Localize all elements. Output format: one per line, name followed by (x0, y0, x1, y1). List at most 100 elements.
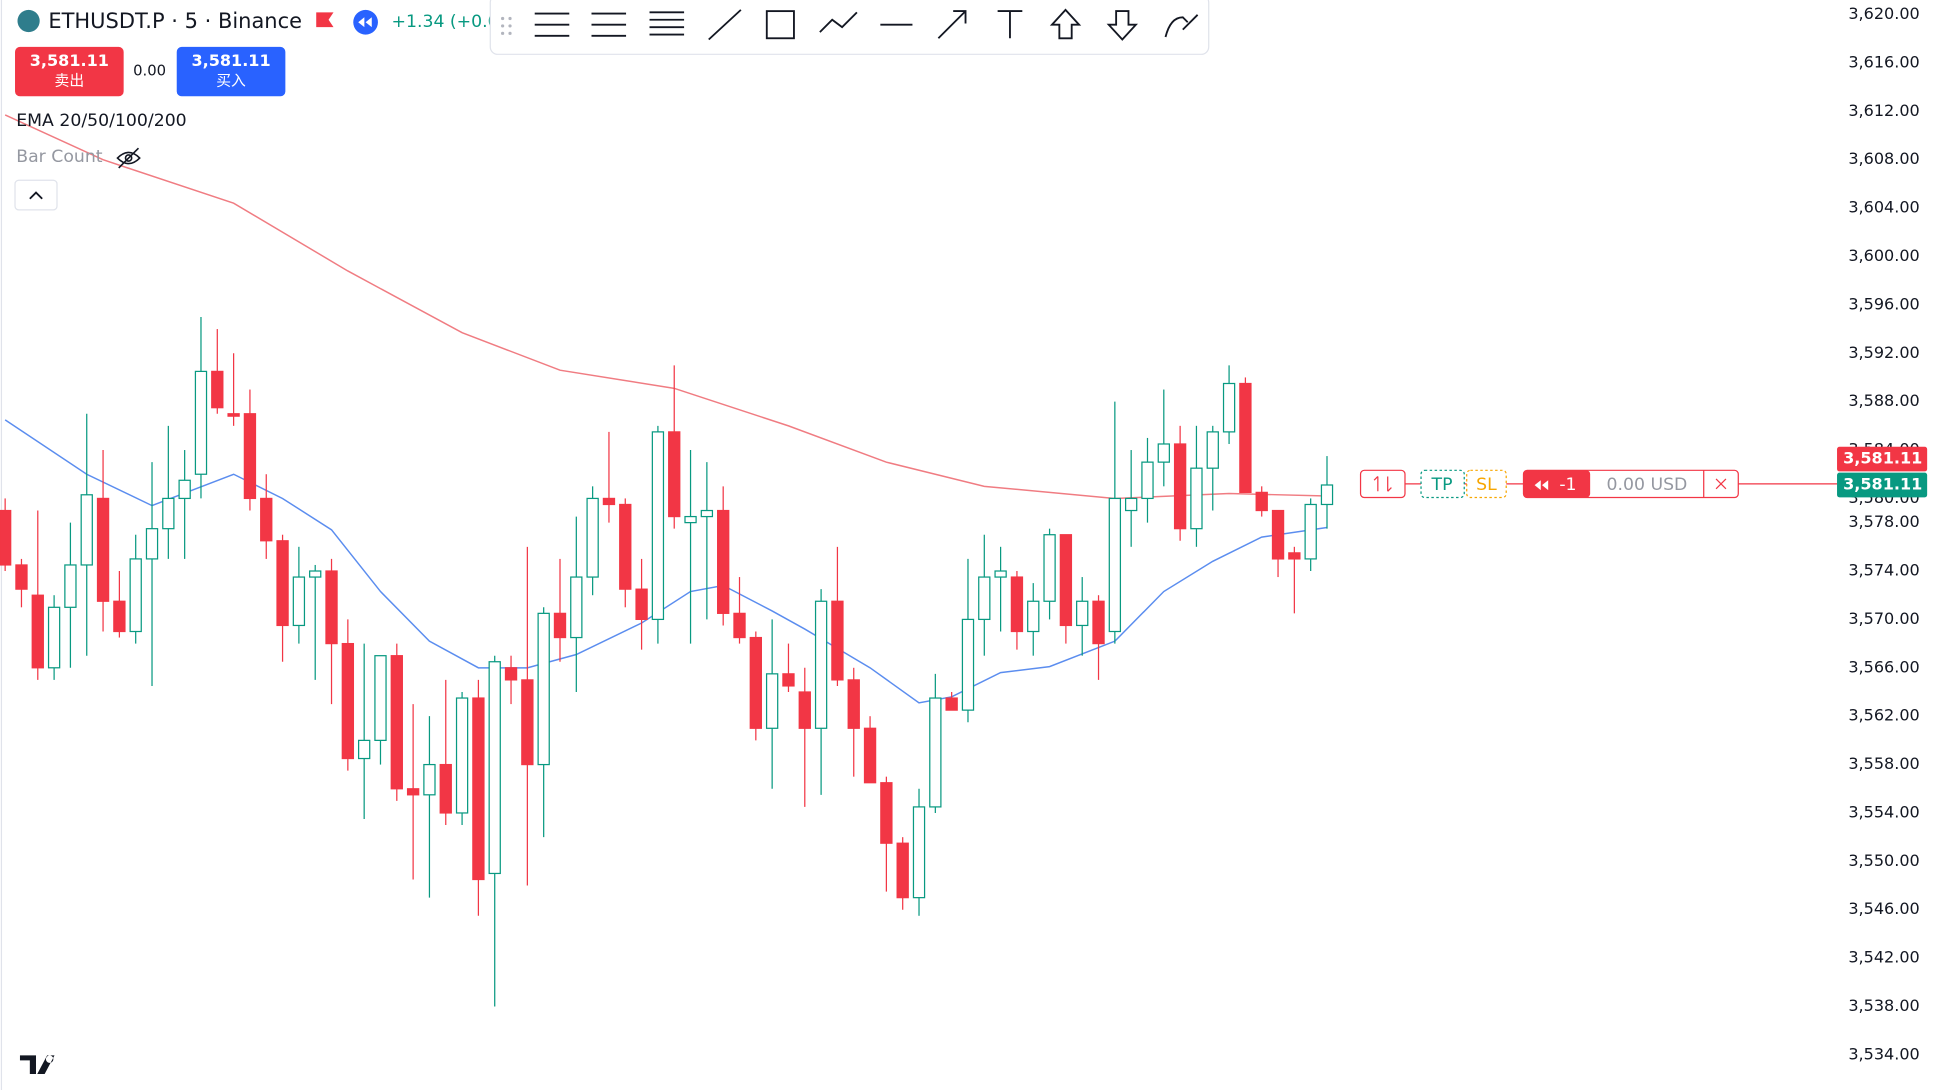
candle-body (357, 739, 371, 760)
candle-body (749, 636, 762, 729)
candle-body (994, 570, 1007, 578)
candle-body (47, 606, 61, 669)
y-tick-label: 3,616.00 (1848, 52, 1919, 71)
candle-body (80, 494, 93, 566)
toolbar-grip[interactable] (501, 16, 512, 35)
candle-body (1076, 600, 1089, 627)
candle-body (292, 576, 306, 627)
y-tick-label: 3,608.00 (1848, 149, 1919, 168)
sell-price: 3,581.11 (30, 51, 109, 70)
y-tick-label: 3,570.00 (1848, 609, 1919, 628)
buy-label: 买入 (216, 72, 246, 89)
candle-body (15, 564, 28, 590)
qty-icon (1534, 480, 1549, 491)
candle-body (504, 667, 518, 681)
candle-body (0, 509, 12, 566)
indicator-ema[interactable]: EMA 20/50/100/200 (16, 111, 186, 131)
y-tick-label: 3,566.00 (1848, 657, 1919, 676)
candle-body (1320, 484, 1334, 506)
candle-body (945, 697, 958, 711)
symbol-logo (17, 9, 40, 33)
candle-body (1010, 576, 1024, 633)
candle-body (129, 558, 142, 633)
order-reverse[interactable] (1359, 469, 1406, 499)
candle-body (684, 515, 697, 524)
candle-body (1108, 497, 1122, 633)
candle-body (1255, 491, 1268, 512)
candle-body (1271, 509, 1285, 560)
price-tag-label: 3,581.11 (1843, 449, 1922, 468)
price-tag-label: 3,581.11 (1843, 474, 1922, 493)
candle-body (423, 763, 436, 796)
y-tick-label: 3,558.00 (1848, 754, 1919, 773)
replay-glyph (358, 17, 372, 28)
candle-body (145, 528, 159, 560)
sell-button[interactable] (15, 46, 124, 97)
candle-body (390, 655, 403, 790)
toolbar-icons (534, 8, 1199, 41)
candle-body (1059, 534, 1073, 627)
sl-button[interactable] (1466, 469, 1507, 499)
tool-fib[interactable] (534, 12, 570, 37)
y-tick-label: 3,550.00 (1848, 851, 1919, 870)
tp-button[interactable] (1420, 469, 1465, 499)
candle-body (733, 612, 746, 639)
tv-logo[interactable] (19, 1055, 55, 1074)
candle-body (31, 594, 44, 669)
flag[interactable] (316, 12, 334, 28)
candle-body (243, 413, 257, 500)
candle-body (96, 497, 110, 602)
buy-price: 3,581.11 (191, 51, 270, 70)
candle-body (1092, 600, 1105, 645)
buy-button[interactable] (176, 46, 286, 97)
tool-rect[interactable] (765, 10, 795, 40)
y-tick-label: 3,588.00 (1848, 391, 1919, 410)
candle-body (309, 570, 322, 578)
indicator-bar-count[interactable]: Bar Count (16, 147, 103, 167)
candle-body (831, 600, 844, 681)
candle-body (521, 679, 534, 766)
axis-bg (1837, 0, 1936, 1090)
tool-fib-ext[interactable] (591, 12, 627, 37)
candle-body (978, 576, 991, 621)
y-tick-label: 3,604.00 (1848, 198, 1919, 217)
tool-arrow[interactable] (937, 10, 967, 39)
tool-trendline[interactable] (708, 9, 742, 41)
close-position[interactable] (1715, 478, 1727, 490)
candle-body (1043, 534, 1056, 602)
price-change: +1.34 (+0.0 (392, 12, 499, 32)
candle-body (1304, 503, 1317, 560)
candle-body (700, 509, 714, 518)
spread: 0.00 (133, 63, 166, 80)
tool-arrow-down[interactable] (1106, 10, 1138, 41)
candle-body (765, 673, 779, 729)
tool-brush[interactable] (1164, 14, 1199, 38)
candle-body (896, 842, 909, 899)
candle-body (619, 503, 632, 590)
tool-path[interactable] (819, 11, 858, 33)
candle-body (847, 679, 860, 729)
y-tick-label: 3,554.00 (1848, 802, 1919, 821)
candle-body (1206, 431, 1219, 469)
candle-body (162, 497, 175, 530)
tool-text[interactable] (997, 10, 1023, 39)
tool-arrow-up[interactable] (1049, 8, 1082, 40)
y-tick-label: 3,542.00 (1848, 948, 1919, 967)
candle-body (1173, 443, 1187, 530)
candle-body (553, 612, 567, 639)
tool-lines[interactable] (649, 11, 685, 36)
y-tick-label: 3,574.00 (1848, 561, 1919, 580)
hidden-eye-icon[interactable] (116, 147, 141, 169)
plot-area (0, 114, 1334, 1007)
candle-body (1222, 382, 1236, 433)
sl-label: SL (1476, 475, 1497, 495)
y-tick-label: 3,600.00 (1848, 246, 1919, 265)
candle-body (961, 618, 975, 711)
candle-body (1141, 461, 1154, 500)
candle-body (260, 497, 273, 542)
candle-body (64, 564, 77, 608)
collapse-button[interactable] (14, 179, 58, 211)
y-tick-label: 3,534.00 (1848, 1044, 1919, 1063)
candle-body (439, 763, 452, 814)
candle-body (472, 697, 485, 881)
